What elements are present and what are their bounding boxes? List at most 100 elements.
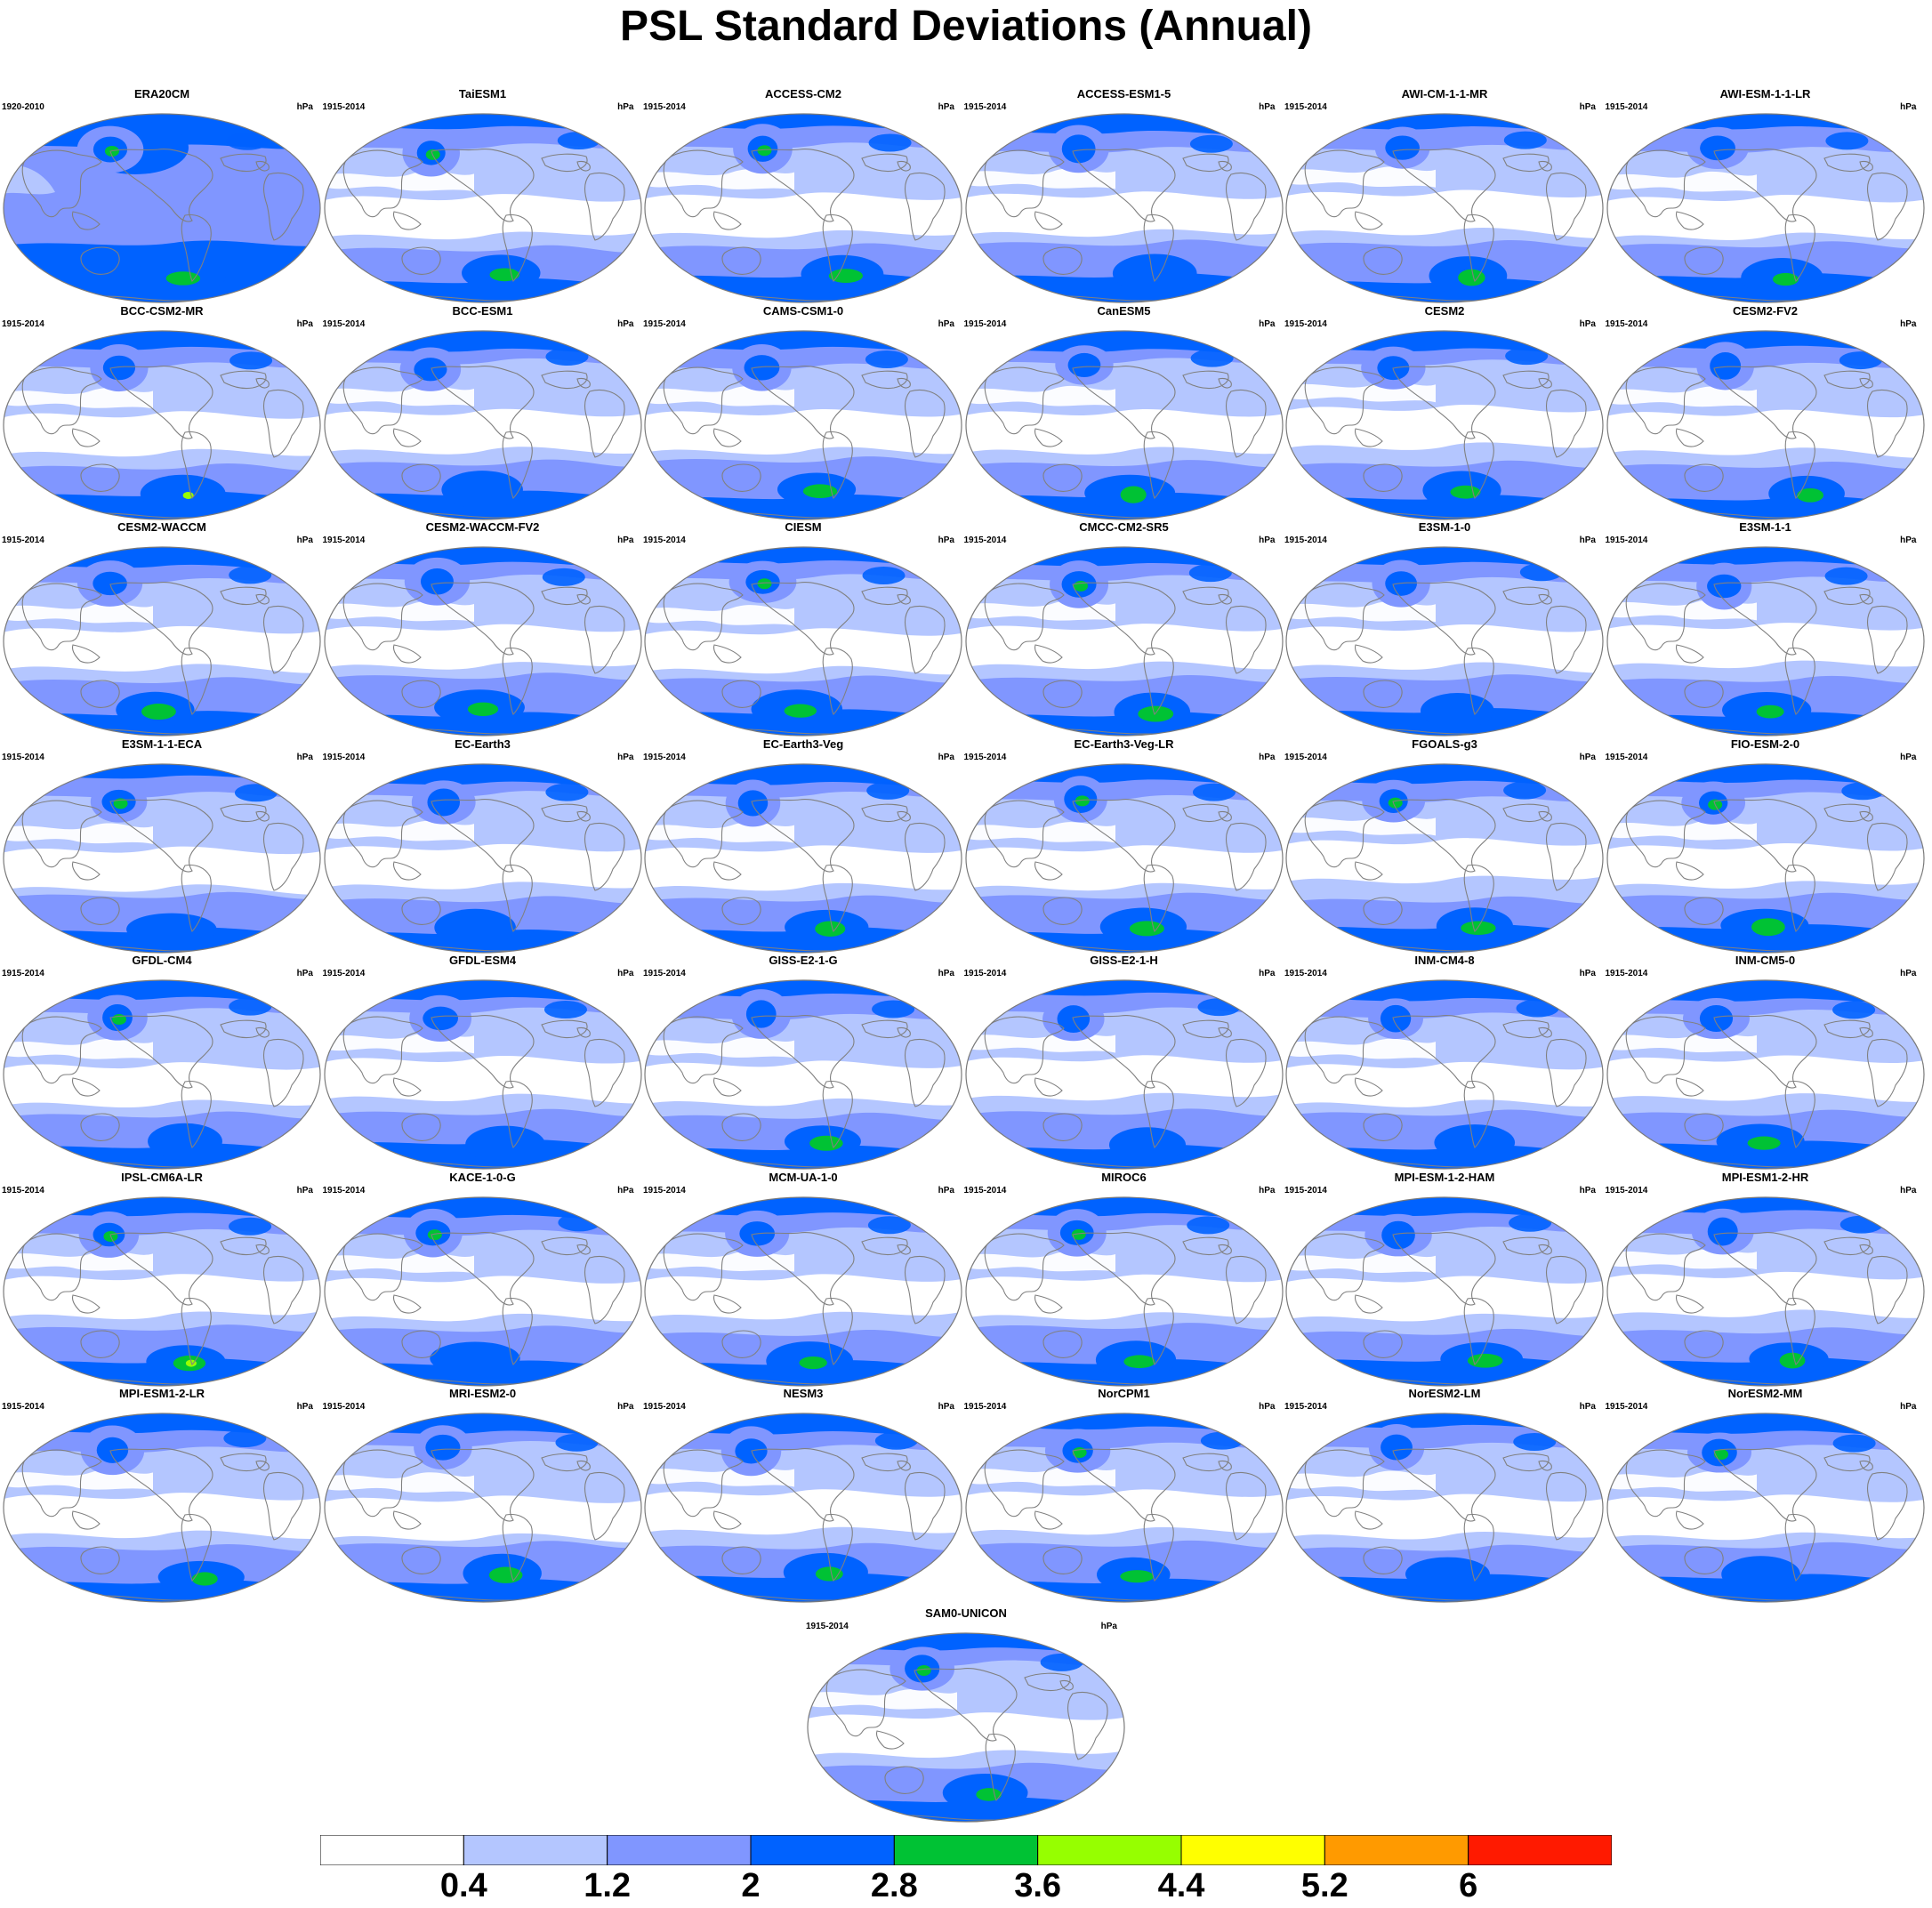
aleutian-low-center — [744, 354, 780, 381]
field-band-high — [324, 980, 641, 1002]
panel-title: ACCESS-CM2 — [765, 87, 841, 101]
field-band-low — [4, 1493, 320, 1539]
map-plot — [964, 762, 1284, 954]
aleutian-low-center — [1385, 135, 1420, 160]
map-plot — [1606, 979, 1925, 1170]
panel-title: BCC-CSM2-MR — [120, 303, 204, 318]
panel-units: hPa — [1259, 102, 1276, 112]
panel-title: CESM2 — [1424, 303, 1465, 318]
panel-units: hPa — [617, 1402, 634, 1412]
map-plot — [964, 1196, 1284, 1387]
field-band-high — [965, 547, 1283, 568]
panel-title: NESM3 — [783, 1387, 824, 1400]
map-plot — [3, 113, 321, 303]
panel-units: hPa — [617, 1185, 634, 1196]
field-band-low — [4, 1273, 320, 1319]
panel-units: hPa — [938, 102, 954, 112]
panel-period: 1915-2014 — [2, 1402, 44, 1412]
map-border — [323, 1196, 642, 1387]
panel-title: MIROC6 — [1101, 1170, 1147, 1184]
map-border — [1606, 113, 1925, 303]
panel-units: hPa — [1900, 969, 1917, 978]
panel-units: hPa — [1259, 1402, 1276, 1412]
field-band-low — [965, 191, 1283, 237]
southern-ocean-center — [1720, 1556, 1800, 1593]
map-plot — [1285, 979, 1604, 1170]
map-border — [964, 1413, 1284, 1603]
panel-title: AWI-CM-1-1-MR — [1401, 87, 1488, 101]
map-panel: ACCESS-CM2 1915-2014 hPa — [643, 87, 963, 304]
southern-ocean-center — [1405, 1557, 1490, 1591]
field-band-high — [1286, 1196, 1603, 1218]
colorbar-tick-label: 0.4 — [439, 1867, 487, 1904]
panel-period: 1915-2014 — [1605, 318, 1648, 329]
map-plot — [323, 762, 642, 954]
map-plot — [964, 979, 1284, 1170]
colorbar-box — [1324, 1835, 1469, 1865]
aleutian-low-center — [1699, 1004, 1733, 1033]
panel-title: MPI-ESM-1-2-HAM — [1394, 1170, 1495, 1184]
southern-ocean-center — [126, 913, 217, 946]
panel-period: 1915-2014 — [1605, 1402, 1648, 1412]
field-band-high — [324, 330, 641, 353]
panel-period: 1915-2014 — [1605, 969, 1648, 978]
panel-period: 1915-2014 — [1284, 1185, 1327, 1196]
southern-ocean-center — [148, 1123, 222, 1160]
map-border — [1285, 113, 1604, 303]
panel-title: MCM-UA-1-0 — [769, 1170, 838, 1184]
panel-units: hPa — [296, 318, 313, 329]
panel-units: hPa — [1579, 752, 1596, 762]
panel-period: 1915-2014 — [2, 318, 44, 329]
panel-units: hPa — [296, 102, 313, 112]
map-plot — [323, 113, 642, 303]
colorbar-tick-label: 6 — [1459, 1867, 1478, 1904]
map-border — [3, 1196, 321, 1387]
panel-period: 1915-2014 — [643, 318, 686, 329]
map-panel: NorESM2-MM 1915-2014 hPa — [1606, 1387, 1926, 1604]
colorbar-tick-label: 1.2 — [584, 1867, 632, 1904]
field-band-high — [4, 547, 320, 569]
field-band-low — [1606, 842, 1924, 889]
map-border — [323, 113, 642, 303]
field-band-high — [4, 1413, 320, 1435]
map-plot — [644, 546, 962, 737]
map-panel: CIESM 1915-2014 hPa — [643, 520, 963, 737]
map-border — [644, 329, 962, 520]
map-panel: CanESM5 1915-2014 hPa — [964, 304, 1284, 521]
map-border — [1285, 762, 1604, 954]
field-band-low — [1286, 837, 1603, 883]
panel-period: 1915-2014 — [322, 102, 366, 112]
field-band-low — [1286, 1061, 1603, 1107]
page-title: PSL Standard Deviations (Annual) — [620, 3, 1312, 50]
map-panel: AWI-CM-1-1-MR 1915-2014 hPa — [1284, 87, 1605, 304]
map-panel: KACE-1-0-G 1915-2014 hPa — [323, 1171, 643, 1388]
field-band-low — [645, 628, 962, 675]
map-plot — [1285, 1413, 1604, 1603]
map-border — [964, 329, 1284, 520]
panel-units: hPa — [1259, 1185, 1276, 1196]
field-band-low — [324, 843, 641, 890]
panel-period: 1915-2014 — [2, 969, 44, 978]
panel-period: 1915-2014 — [322, 1185, 366, 1196]
panel-units: hPa — [1259, 969, 1276, 978]
map-border — [644, 979, 962, 1170]
map-panel: MRI-ESM2-0 1915-2014 hPa — [323, 1387, 643, 1604]
panel-title: CIESM — [785, 520, 822, 534]
map-plot — [3, 546, 321, 737]
map-plot — [964, 113, 1284, 303]
map-panel: AWI-ESM-1-1-LR 1915-2014 hPa — [1606, 87, 1926, 304]
panel-title: EC-Earth3 — [455, 737, 511, 751]
field-band-low — [1606, 1494, 1924, 1541]
map-border — [1606, 762, 1925, 954]
panel-title: CESM2-WACCM — [117, 520, 206, 534]
coastlines — [1304, 1448, 1587, 1602]
map-plot — [807, 1632, 1125, 1823]
field-band-low — [4, 846, 320, 895]
map-panel: CESM2-WACCM 1915-2014 hPa — [2, 520, 322, 737]
map-plot — [1606, 546, 1925, 737]
aleutian-low-center — [422, 1006, 458, 1031]
southern-ocean-center — [1420, 693, 1494, 729]
map-panel: CESM2 1915-2014 hPa — [1284, 304, 1605, 521]
panel-title: NorESM2-LM — [1408, 1387, 1481, 1400]
colorbar-tick-label: 5.2 — [1300, 1867, 1348, 1904]
